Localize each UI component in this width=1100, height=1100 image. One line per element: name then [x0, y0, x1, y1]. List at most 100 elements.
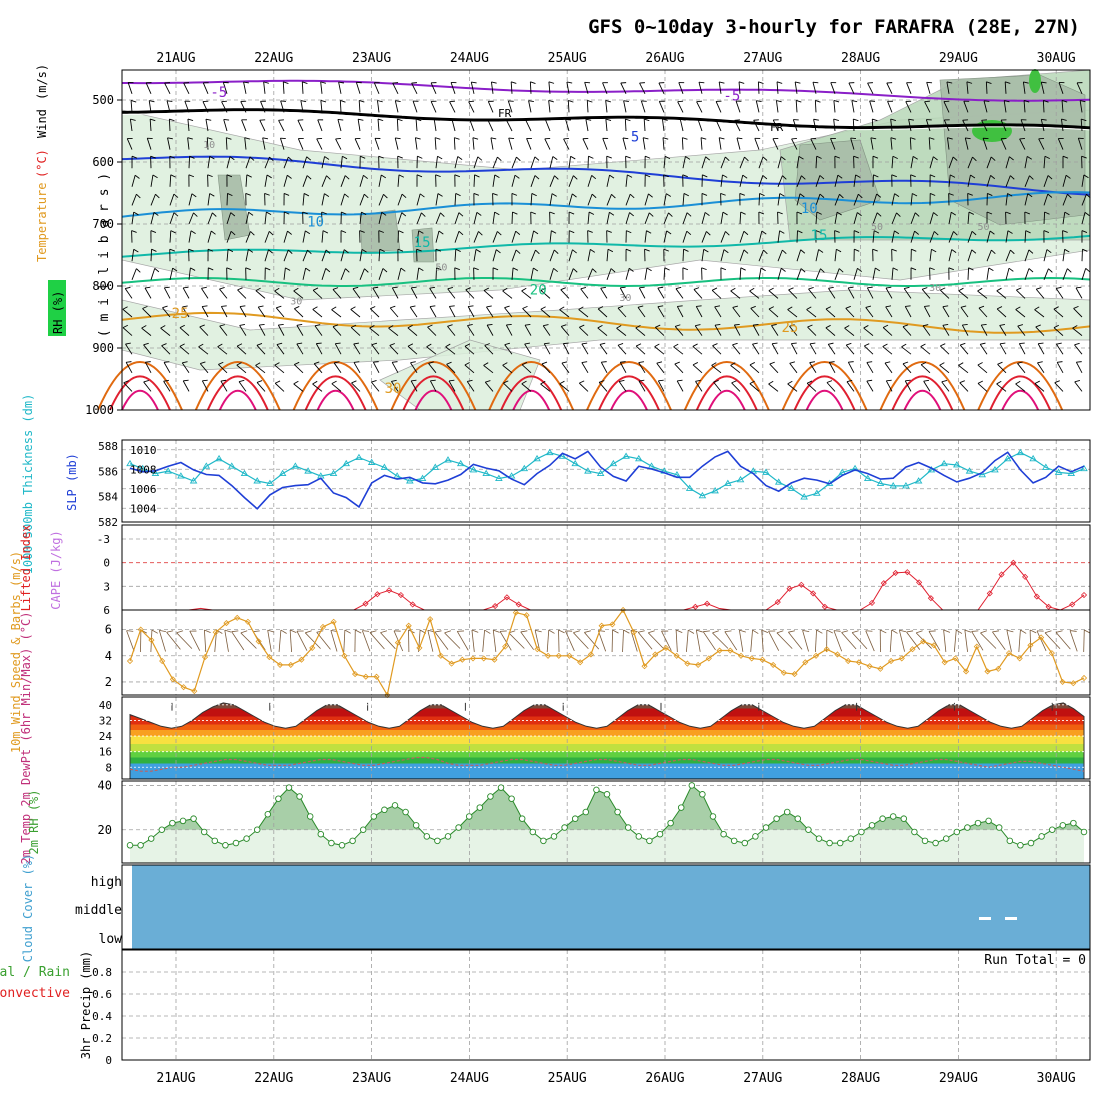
- wind-barb: [378, 155, 384, 169]
- wind-barb: [169, 193, 179, 206]
- wind-barb-flag: [810, 137, 817, 140]
- rh-marker: [232, 839, 240, 847]
- wind-barb: [758, 249, 768, 262]
- wind-barb-flag: [256, 343, 263, 346]
- wind-barb-flag: [544, 137, 551, 140]
- wind-barb-flag: [173, 193, 179, 198]
- wind-barb-shaft: [638, 380, 646, 392]
- wind-barb-shaft: [713, 381, 722, 392]
- wind-barb-shaft: [768, 383, 779, 392]
- wind-barb-flag: [236, 362, 242, 366]
- wind-barb: [655, 324, 665, 336]
- wind-barb-shaft: [181, 362, 190, 374]
- wind-barb-flag: [739, 192, 745, 196]
- cloud-level-high: high: [91, 875, 122, 890]
- wind-barb: [682, 193, 690, 206]
- wind-barb-shaft: [635, 327, 646, 336]
- wind-barb-shaft: [314, 325, 323, 336]
- wind-barb-shaft: [245, 249, 249, 262]
- wind-barb-shaft: [559, 309, 570, 318]
- wind-barb-shaft: [711, 364, 722, 374]
- wind-barb: [340, 175, 350, 187]
- wind-barb-flag: [457, 156, 463, 160]
- wind-barb: [565, 119, 572, 132]
- rh-contour-label: 50: [977, 222, 989, 233]
- wind-barb-flag: [645, 174, 651, 178]
- pressure-tick-label: 500: [92, 93, 114, 107]
- wind-tick-label: 4: [105, 649, 112, 663]
- wind-barb-shaft: [183, 82, 190, 95]
- wind-barb-flag: [682, 137, 688, 140]
- wind-barb-shaft: [245, 174, 248, 187]
- wind-barb-flag: [674, 361, 680, 365]
- wind-barb-shaft: [587, 193, 593, 206]
- wind-barb-flag: [834, 230, 840, 233]
- wind-barb: [530, 230, 539, 243]
- wind-barb: [549, 211, 555, 225]
- wind-barb-flag: [464, 362, 470, 366]
- wind-barb-flag: [656, 361, 663, 364]
- thickness-tick-label: 588: [98, 440, 118, 453]
- wind-barb: [585, 118, 592, 132]
- wind-barb: [164, 82, 171, 95]
- wind-barb-shaft: [357, 119, 361, 132]
- wind-barb: [130, 100, 137, 113]
- wind-barb-shaft: [236, 364, 247, 374]
- wind-barb-shaft: [794, 81, 798, 94]
- wind-barb: [815, 230, 821, 243]
- wind-barb-flag: [572, 193, 577, 198]
- wind-barb-flag: [719, 81, 725, 84]
- wind-barb: [815, 175, 825, 187]
- wind-barb-shaft: [454, 212, 460, 225]
- wind-barb: [587, 268, 597, 280]
- wind-barb-flag: [666, 230, 672, 235]
- wind-barb: [544, 137, 551, 150]
- wind-barb: [731, 380, 741, 392]
- wind-barb: [490, 137, 497, 150]
- wind-barb-flag: [359, 99, 365, 103]
- wind-barb-shaft: [530, 156, 536, 169]
- wind-barb-flag: [506, 119, 512, 121]
- wind-barb-shaft: [391, 362, 399, 374]
- wind-barb: [825, 306, 836, 318]
- wind-barb: [606, 248, 614, 262]
- wind-barb-shaft: [337, 119, 342, 132]
- wind-barb-shaft: [435, 193, 439, 206]
- wind-barb-flag: [806, 306, 812, 310]
- rh-marker: [169, 819, 176, 827]
- bottom-date-label: 25AUG: [548, 1071, 587, 1086]
- wind-barb-flag: [693, 287, 700, 290]
- wind-barb-shaft: [809, 362, 817, 374]
- wind-barb-shaft: [353, 362, 361, 374]
- wind-barb: [682, 156, 691, 169]
- wind-barb-shaft: [259, 119, 266, 132]
- wind-barb-flag: [740, 211, 746, 215]
- wind-barb-shaft: [378, 174, 382, 187]
- wind-barb: [222, 81, 229, 94]
- wind-barb-flag: [830, 138, 836, 139]
- wind-barb: [642, 137, 649, 150]
- wind-barb-shaft: [606, 212, 610, 225]
- wind-barb-flag: [771, 324, 777, 326]
- wind-barb-flag: [154, 268, 160, 273]
- wind-barb-shaft: [563, 138, 570, 150]
- wind-barb-flag: [696, 305, 702, 307]
- wind-barb: [644, 174, 651, 187]
- wind-barb-shaft: [217, 346, 228, 355]
- wind-barb-shaft: [350, 309, 361, 318]
- wind-barb-flag: [454, 174, 460, 178]
- wind-barb-flag: [629, 193, 635, 199]
- wind-barb-flag: [259, 119, 266, 121]
- wind-barb-flag: [284, 211, 290, 215]
- wind-barb: [833, 100, 840, 113]
- wind-barb-shaft: [682, 249, 685, 262]
- wind-barb: [391, 361, 399, 374]
- wind-barb: [549, 193, 557, 206]
- wind-barb-shaft: [160, 327, 171, 336]
- rh-marker: [932, 839, 939, 847]
- wind-barb-shaft: [492, 231, 498, 243]
- surface-contour: [879, 361, 966, 411]
- wind-barb-shaft: [605, 119, 608, 132]
- wind-barb: [321, 268, 331, 280]
- slp-tick-label: 1004: [130, 502, 157, 515]
